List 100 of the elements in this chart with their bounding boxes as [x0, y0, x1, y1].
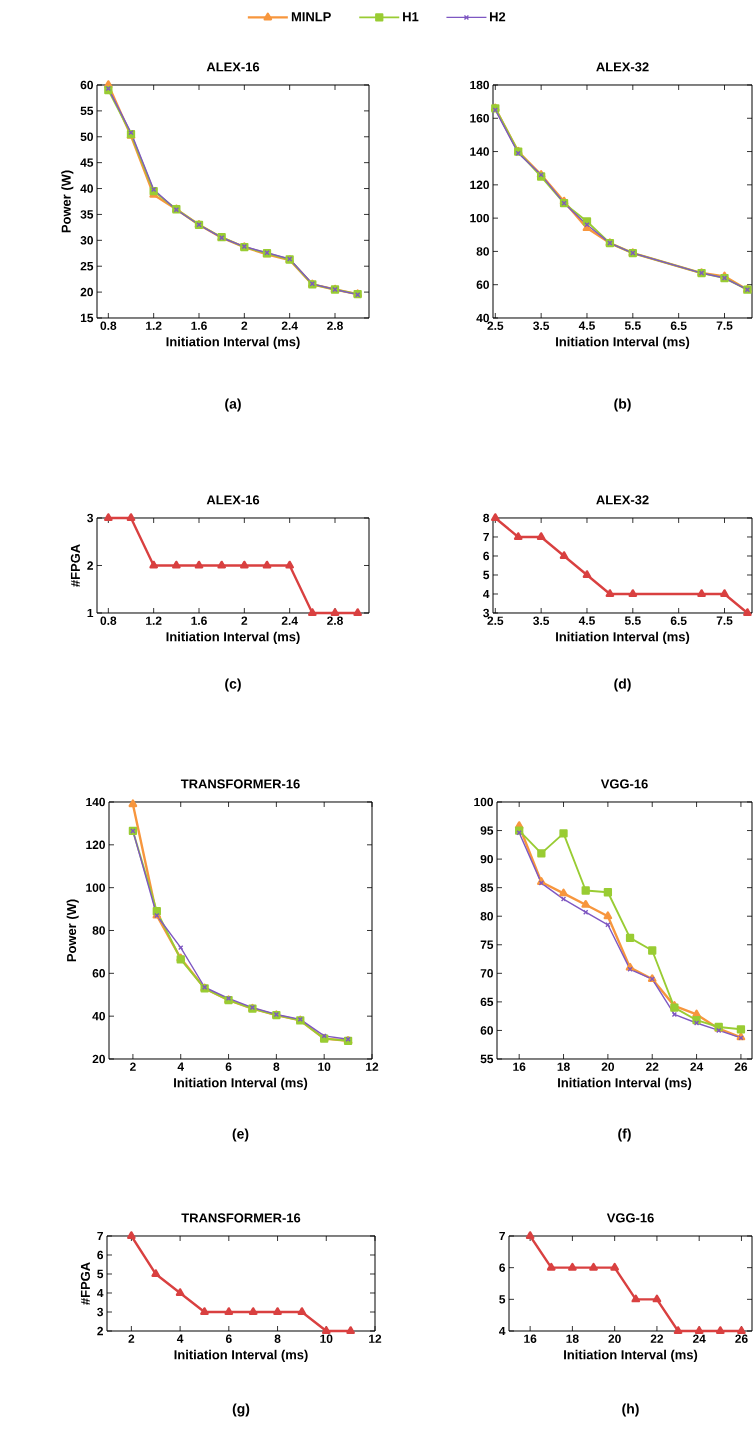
y-tick-label: 4 [97, 1288, 104, 1298]
y-tick-label: 8 [483, 513, 490, 523]
x-tick-label: 3.5 [533, 616, 550, 625]
x-tick-label: 22 [650, 1334, 664, 1343]
x-tick-label: 22 [646, 1062, 659, 1071]
x-tick-label: 2 [128, 1334, 135, 1343]
x-tick-label: 16 [513, 1062, 526, 1071]
y-tick-label: 35 [80, 210, 94, 219]
chart-title: ALEX-32 [596, 495, 649, 505]
y-tick-label: 4 [499, 1326, 506, 1336]
x-axis-title: Initiation Interval (ms) [556, 336, 690, 349]
x-tick-label: 10 [320, 1334, 333, 1343]
y-tick-label: 40 [92, 1011, 105, 1021]
y-tick-label: 45 [80, 158, 94, 167]
legend-label: H2 [489, 12, 506, 22]
x-tick-label: 18 [566, 1334, 579, 1343]
y-tick-label: 75 [480, 940, 494, 949]
y-tick-label: 60 [480, 1026, 493, 1035]
text: (h) [622, 1403, 639, 1417]
y-axis-title: #FPGA [80, 1262, 90, 1305]
x-tick-label: 0.8 [100, 321, 117, 330]
x-tick-label: 6 [225, 1062, 232, 1071]
x-tick-label: 4.5 [578, 616, 595, 625]
y-tick-label: 60 [476, 280, 489, 289]
y-tick-label: 3 [97, 1307, 104, 1317]
chart-title: ALEX-16 [206, 495, 260, 505]
y-tick-label: 20 [80, 287, 93, 297]
y-tick-label: 95 [480, 826, 494, 835]
x-tick-label: 24 [690, 1062, 704, 1071]
y-tick-label: 6 [97, 1250, 104, 1260]
x-tick-label: 7.5 [716, 321, 733, 330]
text: (f) [618, 1128, 631, 1142]
chart-title: TRANSFORMER-16 [180, 779, 300, 789]
y-tick-label: 1 [87, 608, 94, 618]
x-tick-label: 7.5 [716, 616, 733, 625]
y-tick-label: 100 [474, 797, 493, 807]
y-tick-label: 6 [483, 551, 490, 561]
x-axis-title: Initiation Interval (ms) [174, 1077, 308, 1090]
y-tick-label: 65 [480, 997, 494, 1007]
x-axis-title: Initiation Interval (ms) [564, 1349, 698, 1362]
chart-title: TRANSFORMER-16 [181, 1213, 301, 1223]
chart-title: ALEX-32 [596, 62, 649, 72]
y-tick-label: 90 [480, 854, 493, 864]
chart-title: ALEX-16 [206, 62, 260, 72]
x-tick-label: 4.5 [578, 321, 595, 330]
y-tick-label: 5 [499, 1295, 506, 1304]
y-tick-label: 85 [480, 883, 494, 892]
x-axis-title: Initiation Interval (ms) [174, 1349, 308, 1362]
text: (g) [232, 1403, 250, 1417]
y-tick-label: 100 [470, 213, 489, 223]
y-tick-label: 7 [97, 1231, 103, 1241]
y-tick-label: 140 [470, 147, 489, 156]
y-tick-label: 5 [483, 570, 490, 580]
y-tick-label: 120 [86, 840, 105, 850]
y-tick-label: 20 [92, 1054, 105, 1064]
x-tick-label: 2.5 [487, 616, 504, 625]
x-tick-label: 2.4 [281, 321, 298, 330]
legend-label: MINLP [291, 12, 331, 22]
y-tick-label: 40 [476, 313, 489, 323]
text: (d) [614, 678, 631, 692]
y-tick-label: 2 [97, 1326, 103, 1336]
x-tick-label: 12 [369, 1334, 382, 1343]
y-tick-label: 80 [92, 926, 105, 935]
x-tick-label: 2.8 [327, 321, 343, 330]
x-tick-label: 5.5 [624, 321, 641, 330]
x-tick-label: 0.8 [100, 616, 117, 625]
x-axis-title: Initiation Interval (ms) [166, 631, 300, 644]
text: (b) [614, 398, 631, 412]
x-tick-label: 16 [524, 1334, 537, 1343]
y-tick-label: 180 [470, 80, 489, 90]
y-tick-label: 30 [80, 236, 93, 245]
y-tick-label: 100 [86, 883, 105, 892]
x-tick-label: 24 [692, 1334, 706, 1343]
chart-title: VGG-16 [600, 779, 648, 789]
y-tick-label: 6 [499, 1263, 506, 1272]
y-tick-label: 55 [480, 1054, 494, 1064]
x-tick-label: 4 [177, 1062, 184, 1071]
y-tick-label: 3 [87, 513, 94, 523]
x-tick-label: 1.6 [191, 616, 207, 625]
y-tick-label: 50 [80, 132, 93, 141]
x-tick-label: 3.5 [533, 321, 550, 330]
x-tick-label: 18 [557, 1062, 570, 1071]
y-tick-label: 140 [86, 797, 105, 807]
x-tick-label: 12 [366, 1062, 379, 1071]
y-tick-label: 80 [476, 247, 489, 256]
y-tick-label: 160 [470, 114, 489, 123]
x-tick-label: 10 [318, 1062, 331, 1071]
x-tick-label: 20 [601, 1062, 615, 1071]
x-axis-title: Initiation Interval (ms) [556, 631, 690, 644]
chart-title: VGG-16 [606, 1213, 654, 1223]
x-tick-label: 1.2 [146, 616, 162, 625]
x-tick-label: 8 [274, 1334, 281, 1343]
y-tick-label: 80 [480, 911, 493, 921]
y-tick-label: 2 [87, 561, 93, 570]
y-tick-label: 5 [97, 1269, 104, 1279]
y-tick-label: 4 [483, 589, 490, 599]
x-tick-label: 8 [273, 1062, 280, 1071]
legend-label: H1 [403, 12, 419, 22]
x-tick-label: 2 [130, 1062, 136, 1071]
x-tick-label: 26 [735, 1334, 748, 1343]
